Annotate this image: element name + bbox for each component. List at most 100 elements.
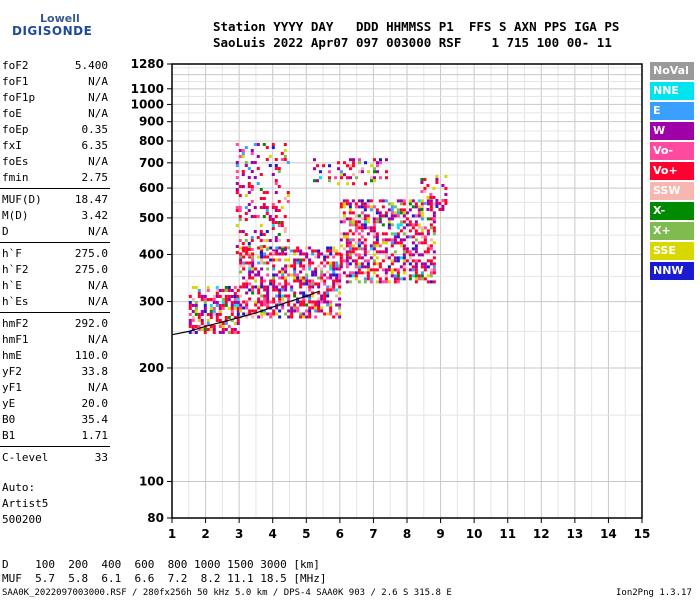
echo-point bbox=[420, 232, 424, 236]
echo-point bbox=[417, 226, 421, 230]
echo-point bbox=[260, 282, 264, 286]
echo-point bbox=[361, 167, 364, 171]
echo-point bbox=[390, 205, 394, 209]
y-tick-label: 100 bbox=[139, 474, 164, 488]
param-name: B1 bbox=[2, 429, 16, 442]
echo-point bbox=[402, 253, 406, 257]
echo-point bbox=[194, 324, 198, 328]
echo-point bbox=[251, 258, 255, 262]
echo-point bbox=[363, 238, 367, 242]
echo-point bbox=[432, 232, 436, 236]
echo-point bbox=[378, 265, 382, 269]
echo-point bbox=[290, 312, 294, 316]
echo-point bbox=[338, 306, 342, 310]
echo-point bbox=[262, 239, 266, 243]
echo-point bbox=[360, 226, 364, 230]
echo-point bbox=[242, 300, 246, 304]
echo-point bbox=[378, 250, 382, 254]
echo-point bbox=[329, 285, 333, 289]
echo-point bbox=[215, 285, 219, 289]
echo-point bbox=[256, 155, 260, 159]
echo-point bbox=[272, 282, 276, 286]
echo-point bbox=[197, 312, 201, 316]
echo-point bbox=[348, 256, 352, 260]
echo-point bbox=[278, 291, 282, 295]
echo-point bbox=[417, 274, 421, 278]
echo-point bbox=[238, 206, 242, 210]
echo-point bbox=[426, 259, 430, 263]
echo-point bbox=[357, 199, 361, 203]
echo-point bbox=[328, 170, 331, 174]
echo-point bbox=[379, 158, 382, 162]
echo-point bbox=[408, 229, 412, 233]
echo-point bbox=[345, 244, 349, 248]
echo-point bbox=[432, 214, 436, 218]
echo-point bbox=[402, 244, 406, 248]
echo-point bbox=[338, 297, 342, 301]
echo-point bbox=[390, 202, 394, 206]
echo-point bbox=[335, 294, 339, 298]
echo-point bbox=[188, 300, 192, 304]
echo-point bbox=[375, 250, 379, 254]
echo-point bbox=[215, 294, 219, 298]
echo-point bbox=[329, 246, 333, 250]
echo-point bbox=[239, 261, 243, 265]
echo-point bbox=[405, 211, 409, 215]
param-row: hmF2 292.0 bbox=[2, 316, 108, 332]
echo-point bbox=[384, 241, 388, 245]
echo-point bbox=[260, 312, 264, 316]
param-name: C-level bbox=[2, 451, 49, 464]
echo-point bbox=[230, 309, 234, 313]
echo-point bbox=[414, 259, 418, 263]
echo-point bbox=[256, 236, 260, 240]
echo-point bbox=[293, 264, 297, 268]
echo-point bbox=[299, 270, 303, 274]
echo-point bbox=[328, 164, 331, 168]
echo-point bbox=[335, 312, 339, 316]
echo-point bbox=[348, 205, 352, 209]
echo-point bbox=[338, 276, 342, 280]
echo-point bbox=[396, 268, 400, 272]
echo-point bbox=[188, 324, 192, 328]
echo-point bbox=[241, 155, 245, 159]
echo-point bbox=[251, 276, 255, 280]
echo-point bbox=[317, 306, 321, 310]
echo-point bbox=[420, 241, 424, 245]
echo-point bbox=[317, 291, 321, 295]
echo-point bbox=[372, 223, 376, 227]
param-value: N/A bbox=[88, 381, 108, 394]
echo-point bbox=[338, 291, 342, 295]
echo-point bbox=[322, 164, 325, 168]
echo-point bbox=[268, 215, 272, 219]
echo-point bbox=[393, 214, 397, 218]
echo-point bbox=[384, 256, 388, 260]
echo-point bbox=[239, 258, 243, 262]
echo-point bbox=[265, 248, 269, 252]
echo-point bbox=[332, 246, 336, 250]
echo-point bbox=[378, 262, 382, 266]
echo-point bbox=[260, 276, 264, 280]
echo-point bbox=[364, 161, 367, 165]
echo-point bbox=[348, 244, 352, 248]
echo-point bbox=[274, 236, 278, 240]
echo-point bbox=[402, 259, 406, 263]
echo-point bbox=[250, 161, 254, 165]
param-name: hmE bbox=[2, 349, 22, 362]
echo-point bbox=[233, 297, 237, 301]
echo-point bbox=[293, 303, 297, 307]
echo-point bbox=[233, 291, 237, 295]
param-row: foF2 5.400 bbox=[2, 58, 108, 74]
echo-point bbox=[372, 232, 376, 236]
echo-point bbox=[335, 249, 339, 253]
echo-point bbox=[224, 327, 228, 331]
echo-point bbox=[247, 203, 251, 207]
echo-point bbox=[317, 276, 321, 280]
echo-point bbox=[266, 285, 270, 289]
echo-point bbox=[242, 312, 246, 316]
echo-point bbox=[206, 297, 210, 301]
echo-point bbox=[423, 189, 427, 193]
echo-point bbox=[257, 246, 261, 250]
x-tick-label: 14 bbox=[600, 527, 617, 541]
echo-point bbox=[329, 309, 333, 313]
x-tick-label: 10 bbox=[466, 527, 483, 541]
